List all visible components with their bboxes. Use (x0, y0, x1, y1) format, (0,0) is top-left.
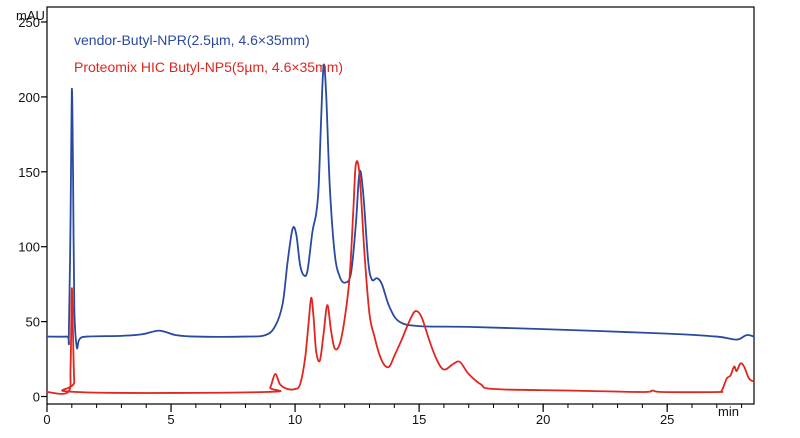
y-tick-label: 200 (18, 90, 40, 105)
legend-entry: Proteomix HIC Butyl-NP5(5µm, 4.6×35mm) (74, 59, 343, 75)
y-tick-label: 250 (18, 15, 40, 30)
x-tick-label: 5 (167, 412, 174, 427)
y-tick-label: 50 (26, 315, 40, 330)
legend: vendor-Butyl-NPR(2.5µm, 4.6×35mm) Proteom… (74, 32, 343, 75)
series-line-vendor (46, 63, 755, 350)
x-tick-label: 25 (660, 412, 674, 427)
plot-frame (46, 6, 755, 405)
y-axis-unit-label: mAU (16, 8, 45, 23)
y-tick-label: 100 (18, 240, 40, 255)
y-tick-label: 150 (18, 165, 40, 180)
x-axis-unit-label: min (718, 404, 739, 419)
x-tick-label: 20 (536, 412, 550, 427)
series-layer (46, 63, 755, 395)
legend-entry: vendor-Butyl-NPR(2.5µm, 4.6×35mm) (74, 32, 310, 48)
x-tick-label: 10 (288, 412, 302, 427)
series-line-proteomix (46, 160, 755, 395)
x-tick-label: 0 (43, 412, 50, 427)
y-tick-label: 0 (33, 390, 40, 405)
x-tick-label: 15 (412, 412, 426, 427)
